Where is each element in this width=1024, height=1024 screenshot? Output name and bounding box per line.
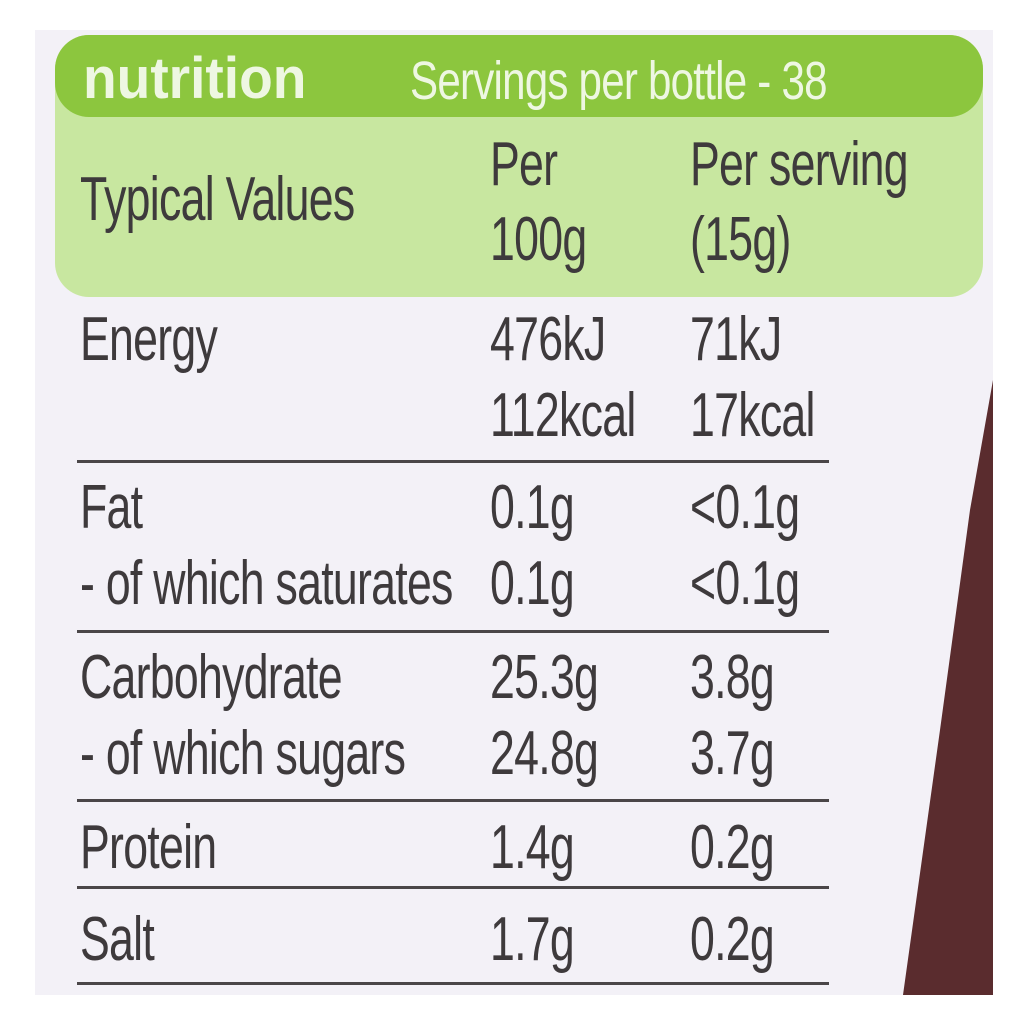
row-label: Protein [80, 813, 217, 882]
cell-value: 24.8g [490, 719, 599, 788]
cell-value: 0.2g [690, 905, 775, 974]
cell-value: 1.4g [490, 813, 575, 882]
column-header: Per serving [690, 130, 909, 199]
cell-value: 25.3g [490, 643, 599, 712]
nutrition-label: nutrition Servings per bottle - 38 Typic… [35, 30, 993, 995]
row-divider [77, 460, 829, 463]
column-header: Per [490, 130, 558, 199]
cell-value: <0.1g [690, 549, 800, 618]
row-label: - of which saturates [80, 549, 453, 618]
row-divider [77, 982, 829, 985]
cell-value: 0.2g [690, 813, 775, 882]
cell-value: <0.1g [690, 473, 800, 542]
column-header: (15g) [690, 205, 791, 274]
cell-value: 3.7g [690, 719, 775, 788]
subtitle: Servings per bottle - 38 [410, 51, 828, 111]
title: nutrition [83, 46, 307, 111]
row-label: Fat [80, 473, 143, 542]
brown-edge [903, 380, 993, 995]
row-divider [77, 799, 829, 802]
row-label: Salt [80, 905, 155, 974]
cell-value: 17kcal [690, 381, 815, 450]
title-bar [55, 35, 983, 117]
row-divider [77, 630, 829, 633]
row-label: - of which sugars [80, 719, 406, 788]
cell-value: 1.7g [490, 905, 575, 974]
cell-value: 0.1g [490, 549, 575, 618]
column-header: Typical Values [80, 165, 355, 234]
column-header: 100g [490, 205, 587, 274]
cell-value: 3.8g [690, 643, 775, 712]
cell-value: 71kJ [690, 305, 782, 374]
row-divider [77, 886, 829, 889]
row-label: Energy [80, 305, 218, 374]
cell-value: 112kcal [490, 381, 636, 450]
row-label: Carbohydrate [80, 643, 343, 712]
cell-value: 0.1g [490, 473, 575, 542]
background-shape [903, 380, 993, 995]
cell-value: 476kJ [490, 305, 606, 374]
